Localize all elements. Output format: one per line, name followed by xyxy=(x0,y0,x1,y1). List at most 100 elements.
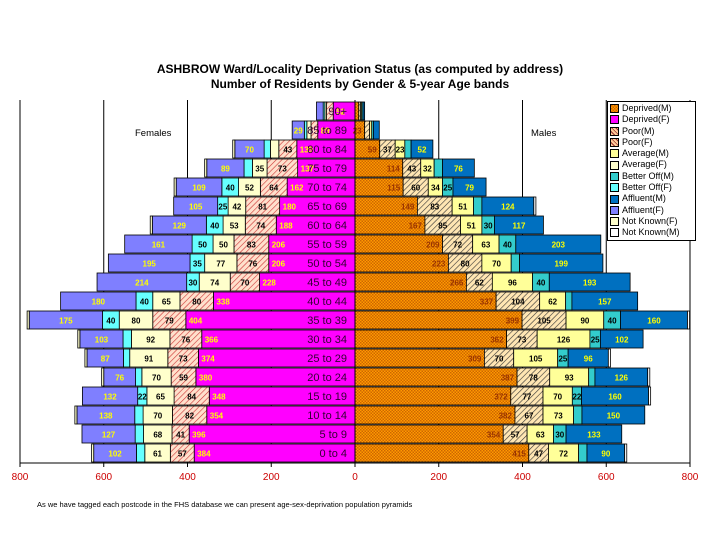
bar-female-affluent-f xyxy=(316,101,324,121)
data-label: 266 xyxy=(450,279,464,288)
legend-label: Better Off(M) xyxy=(622,170,674,181)
legend-swatch xyxy=(610,217,619,227)
legend-swatch xyxy=(610,194,619,204)
bar-male-better-off-m xyxy=(433,158,443,178)
data-label: 65 xyxy=(162,298,171,307)
data-label: 70 xyxy=(240,279,249,288)
females-label: Females xyxy=(135,128,172,139)
bar-male-not-known-m xyxy=(648,386,652,406)
data-label: 65 xyxy=(156,393,165,402)
age-band-label: 80 to 84 xyxy=(307,144,347,156)
data-label: 374 xyxy=(201,355,215,364)
data-label: 70 xyxy=(553,393,562,402)
data-label: 78 xyxy=(529,374,538,383)
data-label: 25 xyxy=(218,203,227,212)
data-label: 209 xyxy=(426,241,440,250)
age-band-label: 5 to 9 xyxy=(319,429,347,441)
legend: Deprived(M) Deprived(F) Poor(M) Poor(F) Aver… xyxy=(607,101,696,241)
bar-female-better-off-f xyxy=(136,443,146,463)
bar-female-better-off-f xyxy=(243,158,253,178)
data-label: 77 xyxy=(216,260,225,269)
data-label: 22 xyxy=(138,393,147,402)
data-label: 43 xyxy=(283,146,292,155)
data-label: 366 xyxy=(205,336,219,345)
age-band-label: 0 to 4 xyxy=(319,448,347,460)
bar-female-not-known-f xyxy=(173,177,177,197)
data-label: 167 xyxy=(409,222,423,231)
age-band-label: 55 to 59 xyxy=(307,239,347,251)
data-label: 52 xyxy=(418,146,427,155)
data-label: 72 xyxy=(453,241,462,250)
data-label: 35 xyxy=(193,260,202,269)
legend-swatch xyxy=(610,228,619,238)
bar-female-not-known-f xyxy=(101,367,105,387)
data-label: 129 xyxy=(173,222,187,231)
data-label: 90 xyxy=(580,317,589,326)
data-label: 338 xyxy=(216,298,230,307)
age-band-label: 15 to 19 xyxy=(307,391,347,403)
data-label: 348 xyxy=(212,393,226,402)
age-band-label: 50 to 54 xyxy=(307,258,347,270)
data-label: 337 xyxy=(480,298,494,307)
data-label: 162 xyxy=(290,184,304,193)
data-label: 79 xyxy=(165,317,174,326)
bar-female-better-off-f xyxy=(123,348,131,368)
bar-female-not-known-f xyxy=(149,215,153,235)
legend-item: Better Off(M) xyxy=(610,171,693,182)
data-label: 42 xyxy=(232,203,241,212)
data-label: 105 xyxy=(529,355,543,364)
data-label: 117 xyxy=(512,222,525,231)
legend-swatch xyxy=(610,205,619,215)
bar-male-not-known-m xyxy=(647,367,651,387)
data-label: 124 xyxy=(501,203,515,212)
data-label: 70 xyxy=(152,374,161,383)
bar-male-affluent-m xyxy=(494,215,544,235)
legend-item: Not Known(F) xyxy=(610,216,693,227)
data-label: 73 xyxy=(554,412,563,421)
x-tick-label: 800 xyxy=(682,472,699,483)
legend-swatch xyxy=(610,126,619,136)
data-label: 203 xyxy=(552,241,566,250)
bar-male-deprived-m xyxy=(354,101,360,121)
bar-male-affluent-m xyxy=(599,329,644,349)
age-band-label: 60 to 64 xyxy=(307,220,347,232)
data-label: 80 xyxy=(132,317,141,326)
legend-item: Average(F) xyxy=(610,159,693,170)
data-label: 68 xyxy=(153,431,162,440)
data-label: 40 xyxy=(503,241,512,250)
legend-label: Deprived(F) xyxy=(622,114,670,125)
data-label: 132 xyxy=(103,393,117,402)
bar-female-affluent-f xyxy=(124,234,193,254)
data-label: 40 xyxy=(536,279,545,288)
data-label: 396 xyxy=(192,431,206,440)
x-tick-label: 200 xyxy=(430,472,447,483)
males-label: Males xyxy=(531,128,557,139)
data-label: 25 xyxy=(591,336,600,345)
data-label: 96 xyxy=(584,355,593,364)
data-label: 382 xyxy=(499,412,513,421)
bar-female-affluent-f xyxy=(291,120,305,140)
bar-male-deprived-m xyxy=(354,367,518,387)
data-label: 160 xyxy=(647,317,661,326)
data-label: 74 xyxy=(256,222,265,231)
data-label: 59 xyxy=(368,146,377,155)
bar-female-not-known-f xyxy=(232,139,236,159)
bar-female-better-off-f xyxy=(135,367,143,387)
data-label: 76 xyxy=(454,165,463,174)
legend-label: Not Known(F) xyxy=(622,215,678,226)
data-label: 384 xyxy=(197,450,211,459)
legend-label: Average(F) xyxy=(622,159,667,170)
legend-swatch xyxy=(610,149,619,159)
data-label: 399 xyxy=(506,317,520,326)
data-label: 70 xyxy=(495,355,504,364)
data-label: 51 xyxy=(458,203,467,212)
data-label: 102 xyxy=(615,336,629,345)
age-band-label: 70 to 74 xyxy=(307,182,347,194)
legend-label: Affluent(F) xyxy=(622,204,664,215)
data-label: 380 xyxy=(199,374,213,383)
data-label: 92 xyxy=(146,336,155,345)
data-label: 72 xyxy=(559,450,568,459)
bar-female-better-off-f xyxy=(122,329,132,349)
data-label: 103 xyxy=(95,336,109,345)
legend-swatch xyxy=(610,104,619,114)
